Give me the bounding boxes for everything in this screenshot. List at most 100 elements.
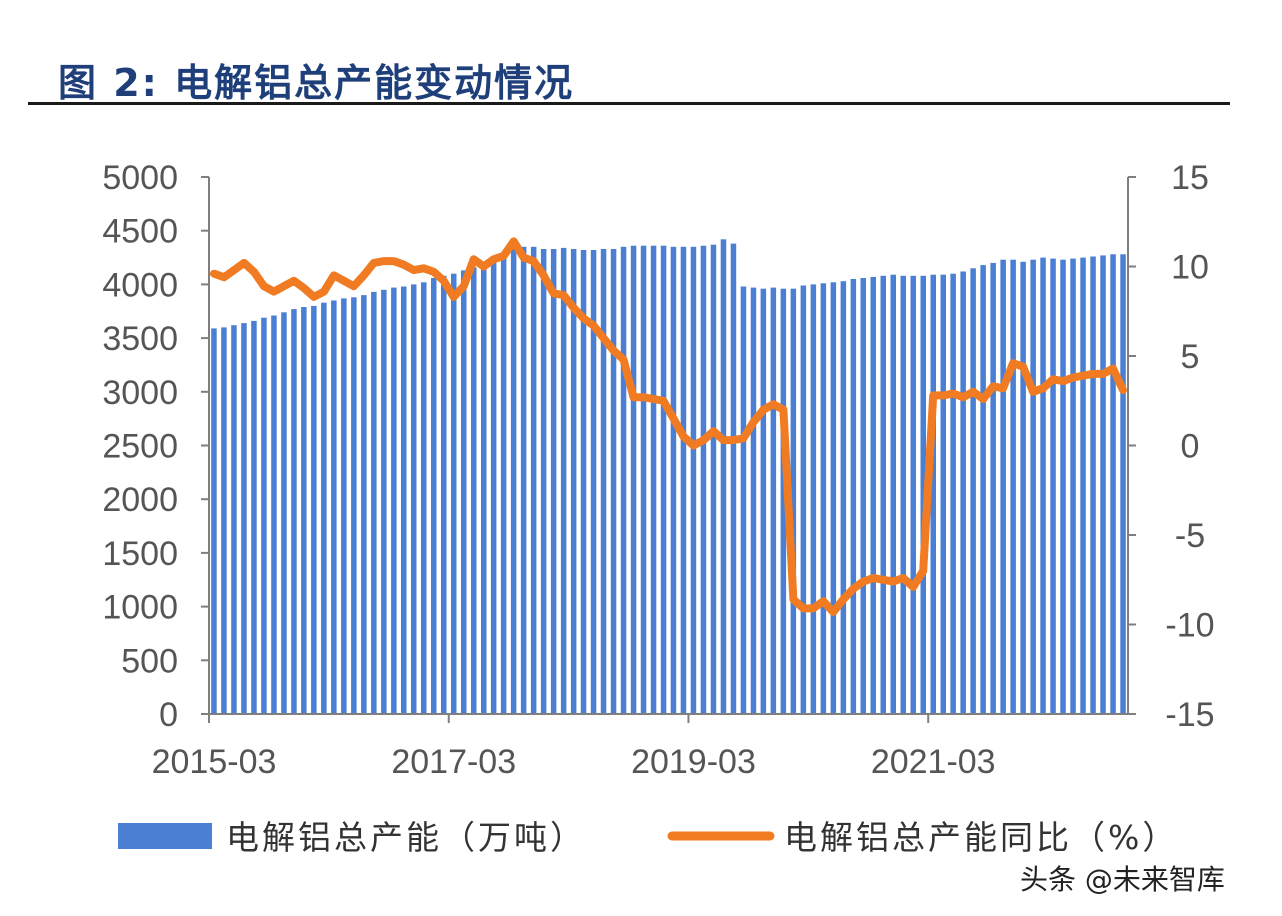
capacity-bar [251,320,257,714]
y-right-tick-label: 0 [1181,428,1200,466]
capacity-bar [760,288,767,714]
capacity-bar [910,275,916,714]
capacity-bar [560,247,567,714]
capacity-bar [920,275,926,714]
legend-swatch-bar [118,823,212,849]
capacity-bar [1040,257,1046,714]
title-divider [28,102,1230,105]
capacity-bar [630,245,637,714]
y-left-tick-label: 4000 [102,266,178,304]
y-left-tick-label: 0 [159,696,178,734]
figure-title: 图 2: 电解铝总产能变动情况 [58,61,575,105]
y-left-tick-label: 500 [121,642,178,680]
capacity-bar [451,273,457,714]
capacity-bar [221,327,227,714]
capacity-bar [800,285,807,714]
capacity-bar [1060,259,1066,714]
capacity-bar [490,259,497,714]
bars-layer [211,239,1126,715]
capacity-bar [1020,261,1026,714]
capacity-bar [930,274,936,714]
capacity-bar [241,323,247,714]
y-right-tick-label: -15 [1165,696,1214,734]
capacity-bar [810,284,817,714]
capacity-bar [351,297,357,714]
capacity-bar [271,315,277,714]
capacity-bar [1070,258,1076,714]
line-layer [210,237,1127,616]
capacity-bar [660,245,667,714]
y-right-tick-label: -10 [1165,607,1214,645]
capacity-bar [880,275,886,714]
capacity-bar [520,246,527,715]
capacity-bar [231,325,237,714]
y-right-tick-label: 15 [1171,159,1209,197]
capacity-bar [361,295,367,714]
capacity-bar [550,249,557,714]
capacity-bar [1030,259,1036,714]
capacity-bar [311,305,317,714]
capacity-bar [940,274,946,714]
y-right-tick-label: 10 [1171,249,1209,287]
x-tick-label: 2015-03 [152,743,277,781]
x-tick-label: 2017-03 [391,743,516,781]
legend-label-bar: 电解铝总产能（万吨） [226,818,586,857]
capacity-bar [870,276,876,714]
capacity-bar [1080,257,1086,714]
y-right-tick-label: -5 [1175,517,1205,555]
capacity-bar [421,282,427,714]
capacity-bar [441,275,447,714]
capacity-bar [411,284,417,714]
capacity-bar [1090,256,1096,714]
capacity-bar [750,287,757,714]
y-left-tick-label: 1000 [102,589,178,627]
legend: 电解铝总产能（万吨） 电解铝总产能同比（%） [118,818,1175,857]
capacity-bar [700,245,707,714]
capacity-bar [481,262,487,714]
capacity-bar [1120,254,1126,715]
y-left-tick-label: 5000 [102,159,178,197]
capacity-bar [980,265,986,714]
capacity-bar [1000,259,1006,714]
capacity-bar [720,239,727,715]
labels-layer: 5000450040003500300025002000150010005000… [102,159,1214,781]
capacity-bar [650,245,657,714]
capacity-bar [1010,259,1016,714]
capacity-bar [740,286,747,714]
capacity-bar [211,328,217,714]
axes-layer [201,176,1136,723]
capacity-bar [590,250,597,714]
capacity-bar [580,250,587,714]
y-left-tick-label: 2500 [102,428,178,466]
capacity-bar [291,309,297,714]
capacity-bar [710,244,717,714]
capacity-bar [640,245,647,714]
capacity-bar [690,246,697,715]
capacity-bar [1110,254,1116,715]
capacity-bar [281,312,287,714]
capacity-bar [391,287,397,714]
capacity-bar [830,282,837,714]
capacity-bar [331,300,337,714]
x-tick-label: 2019-03 [631,743,756,781]
yoy-line [210,237,1127,616]
capacity-bar [321,302,327,714]
capacity-bar [890,274,896,714]
capacity-bar [960,271,966,714]
capacity-bar [900,275,906,714]
capacity-bar [620,246,627,715]
capacity-bar [730,243,737,714]
capacity-bar [381,289,387,714]
capacity-bar [341,298,347,714]
capacity-bar [500,255,507,714]
capacity-bar [990,262,996,714]
capacity-bar [860,278,866,714]
x-tick-label: 2021-03 [871,743,996,781]
capacity-bar [461,270,467,714]
capacity-bar [540,249,547,714]
capacity-bar [610,249,617,714]
capacity-bar [770,287,777,714]
capacity-bar [530,246,537,715]
